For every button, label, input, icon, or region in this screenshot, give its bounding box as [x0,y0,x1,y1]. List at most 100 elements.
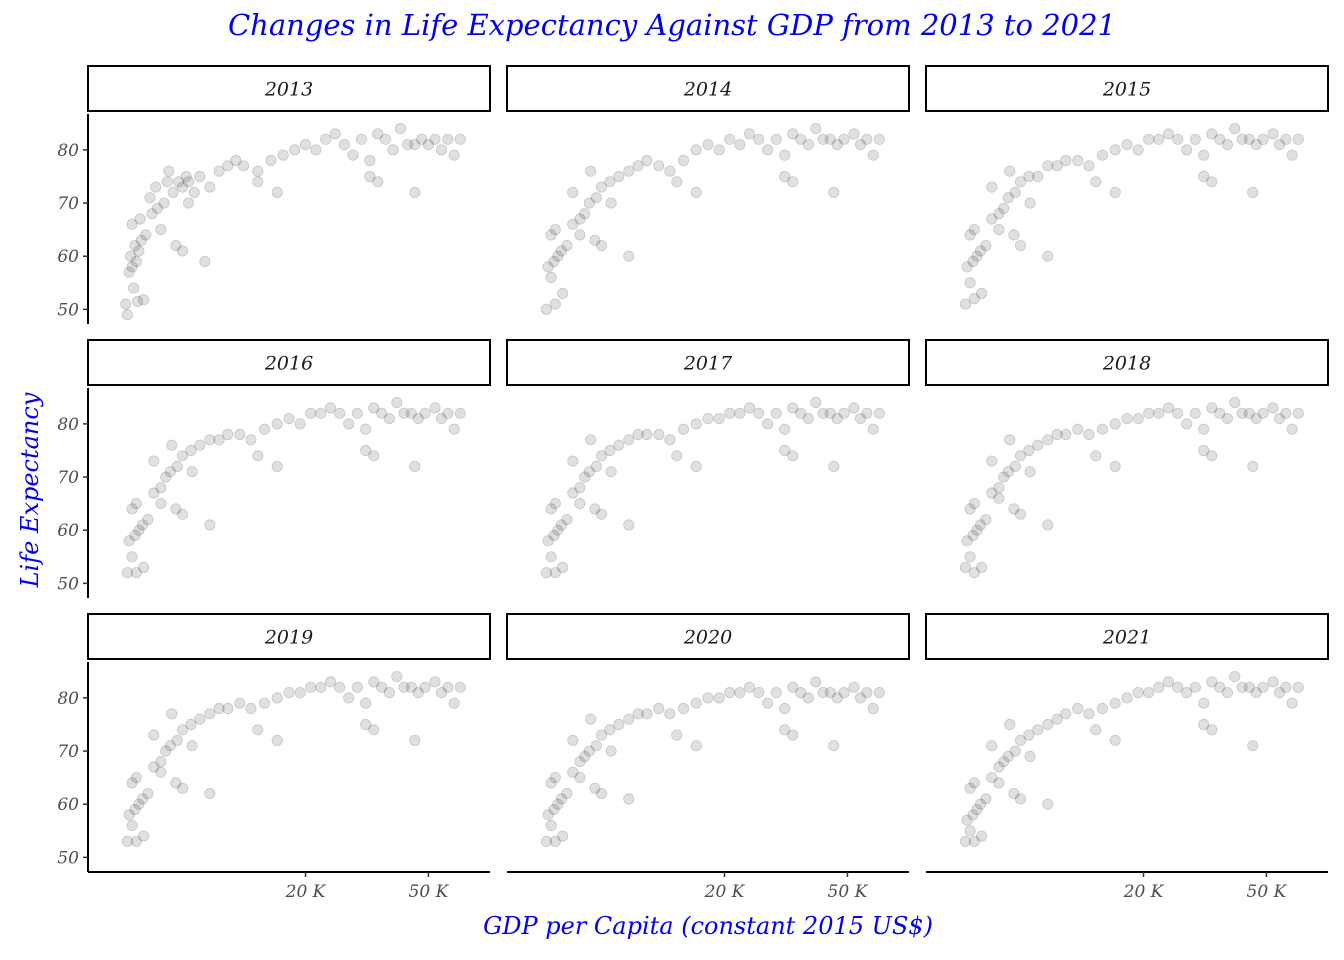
data-point [120,298,132,310]
data-point [1051,160,1063,172]
data-point [590,460,602,472]
data-point [1132,412,1144,425]
data-point [702,692,714,704]
data-point [129,240,141,252]
data-point [998,202,1010,214]
data-point [753,133,765,145]
data-point [155,497,167,510]
data-point [163,165,175,177]
data-point [176,181,189,193]
data-point [1004,434,1016,446]
data-point [125,250,137,262]
data-point [265,154,277,167]
y-tick-label: 80 [57,689,79,709]
data-point [1014,508,1027,520]
data-point [204,181,216,193]
data-point [561,513,573,526]
data-point [121,567,134,579]
data-point [315,407,327,419]
data-point [555,245,568,257]
data-point [971,524,983,536]
data-point [595,508,608,520]
data-point [1250,686,1262,699]
data-point [138,294,150,306]
data-point [734,139,746,151]
data-point [150,181,162,193]
data-point [1132,686,1144,699]
data-point [140,229,152,241]
data-point [138,830,150,842]
data-point [315,681,327,693]
data-point [810,676,822,688]
data-point [1042,160,1054,172]
data-point [567,455,579,467]
data-point [824,133,836,145]
data-point [299,139,312,151]
facet-strip-label: 2014 [683,79,732,101]
data-point [372,128,384,140]
data-point [329,128,341,140]
data-point [238,160,250,172]
data-point [368,450,380,462]
data-point [873,133,885,145]
data-point [1042,718,1054,731]
data-point [993,482,1005,494]
data-point [130,771,142,784]
data-point [548,803,560,816]
data-point [623,165,635,177]
data-point [824,407,836,419]
data-point [975,287,988,299]
data-point [770,407,782,419]
data-point [213,434,225,446]
data-point [368,724,380,736]
data-point [713,692,725,704]
data-point [556,287,569,299]
data-point [664,708,676,720]
data-point [164,466,176,478]
data-point [130,835,142,848]
data-point [734,686,746,699]
data-point [623,250,635,262]
data-point [831,692,843,704]
data-point [964,277,976,289]
data-point [294,418,306,430]
data-point [170,503,182,515]
data-point [613,718,625,731]
data-point [959,561,972,574]
data-point [1267,128,1279,140]
data-point [1267,676,1279,688]
data-point [671,450,683,462]
data-point [454,407,466,419]
data-point [677,702,690,715]
data-point [974,245,987,257]
data-point [204,708,216,720]
data-point [828,460,840,472]
data-point [583,745,595,757]
data-point [993,777,1005,789]
data-point [873,407,885,419]
data-point [1008,787,1020,800]
data-point [1083,428,1095,441]
data-point [971,803,983,816]
data-point [980,240,992,252]
data-point [164,740,176,752]
data-point [185,718,197,731]
data-point [583,466,595,478]
data-point [579,471,591,483]
x-tick-label: 20 K [285,882,327,902]
data-point [234,697,246,709]
data-point [442,681,454,693]
data-point [810,123,822,135]
data-point [1221,412,1234,425]
data-point [294,686,306,699]
data-point [964,825,976,837]
data-point [170,777,182,789]
data-point [121,835,134,848]
data-point [574,213,586,225]
data-point [555,793,568,805]
data-point [967,529,979,542]
data-point [1267,402,1279,414]
data-point [1206,128,1218,140]
data-point [129,529,141,542]
data-point [971,250,983,262]
